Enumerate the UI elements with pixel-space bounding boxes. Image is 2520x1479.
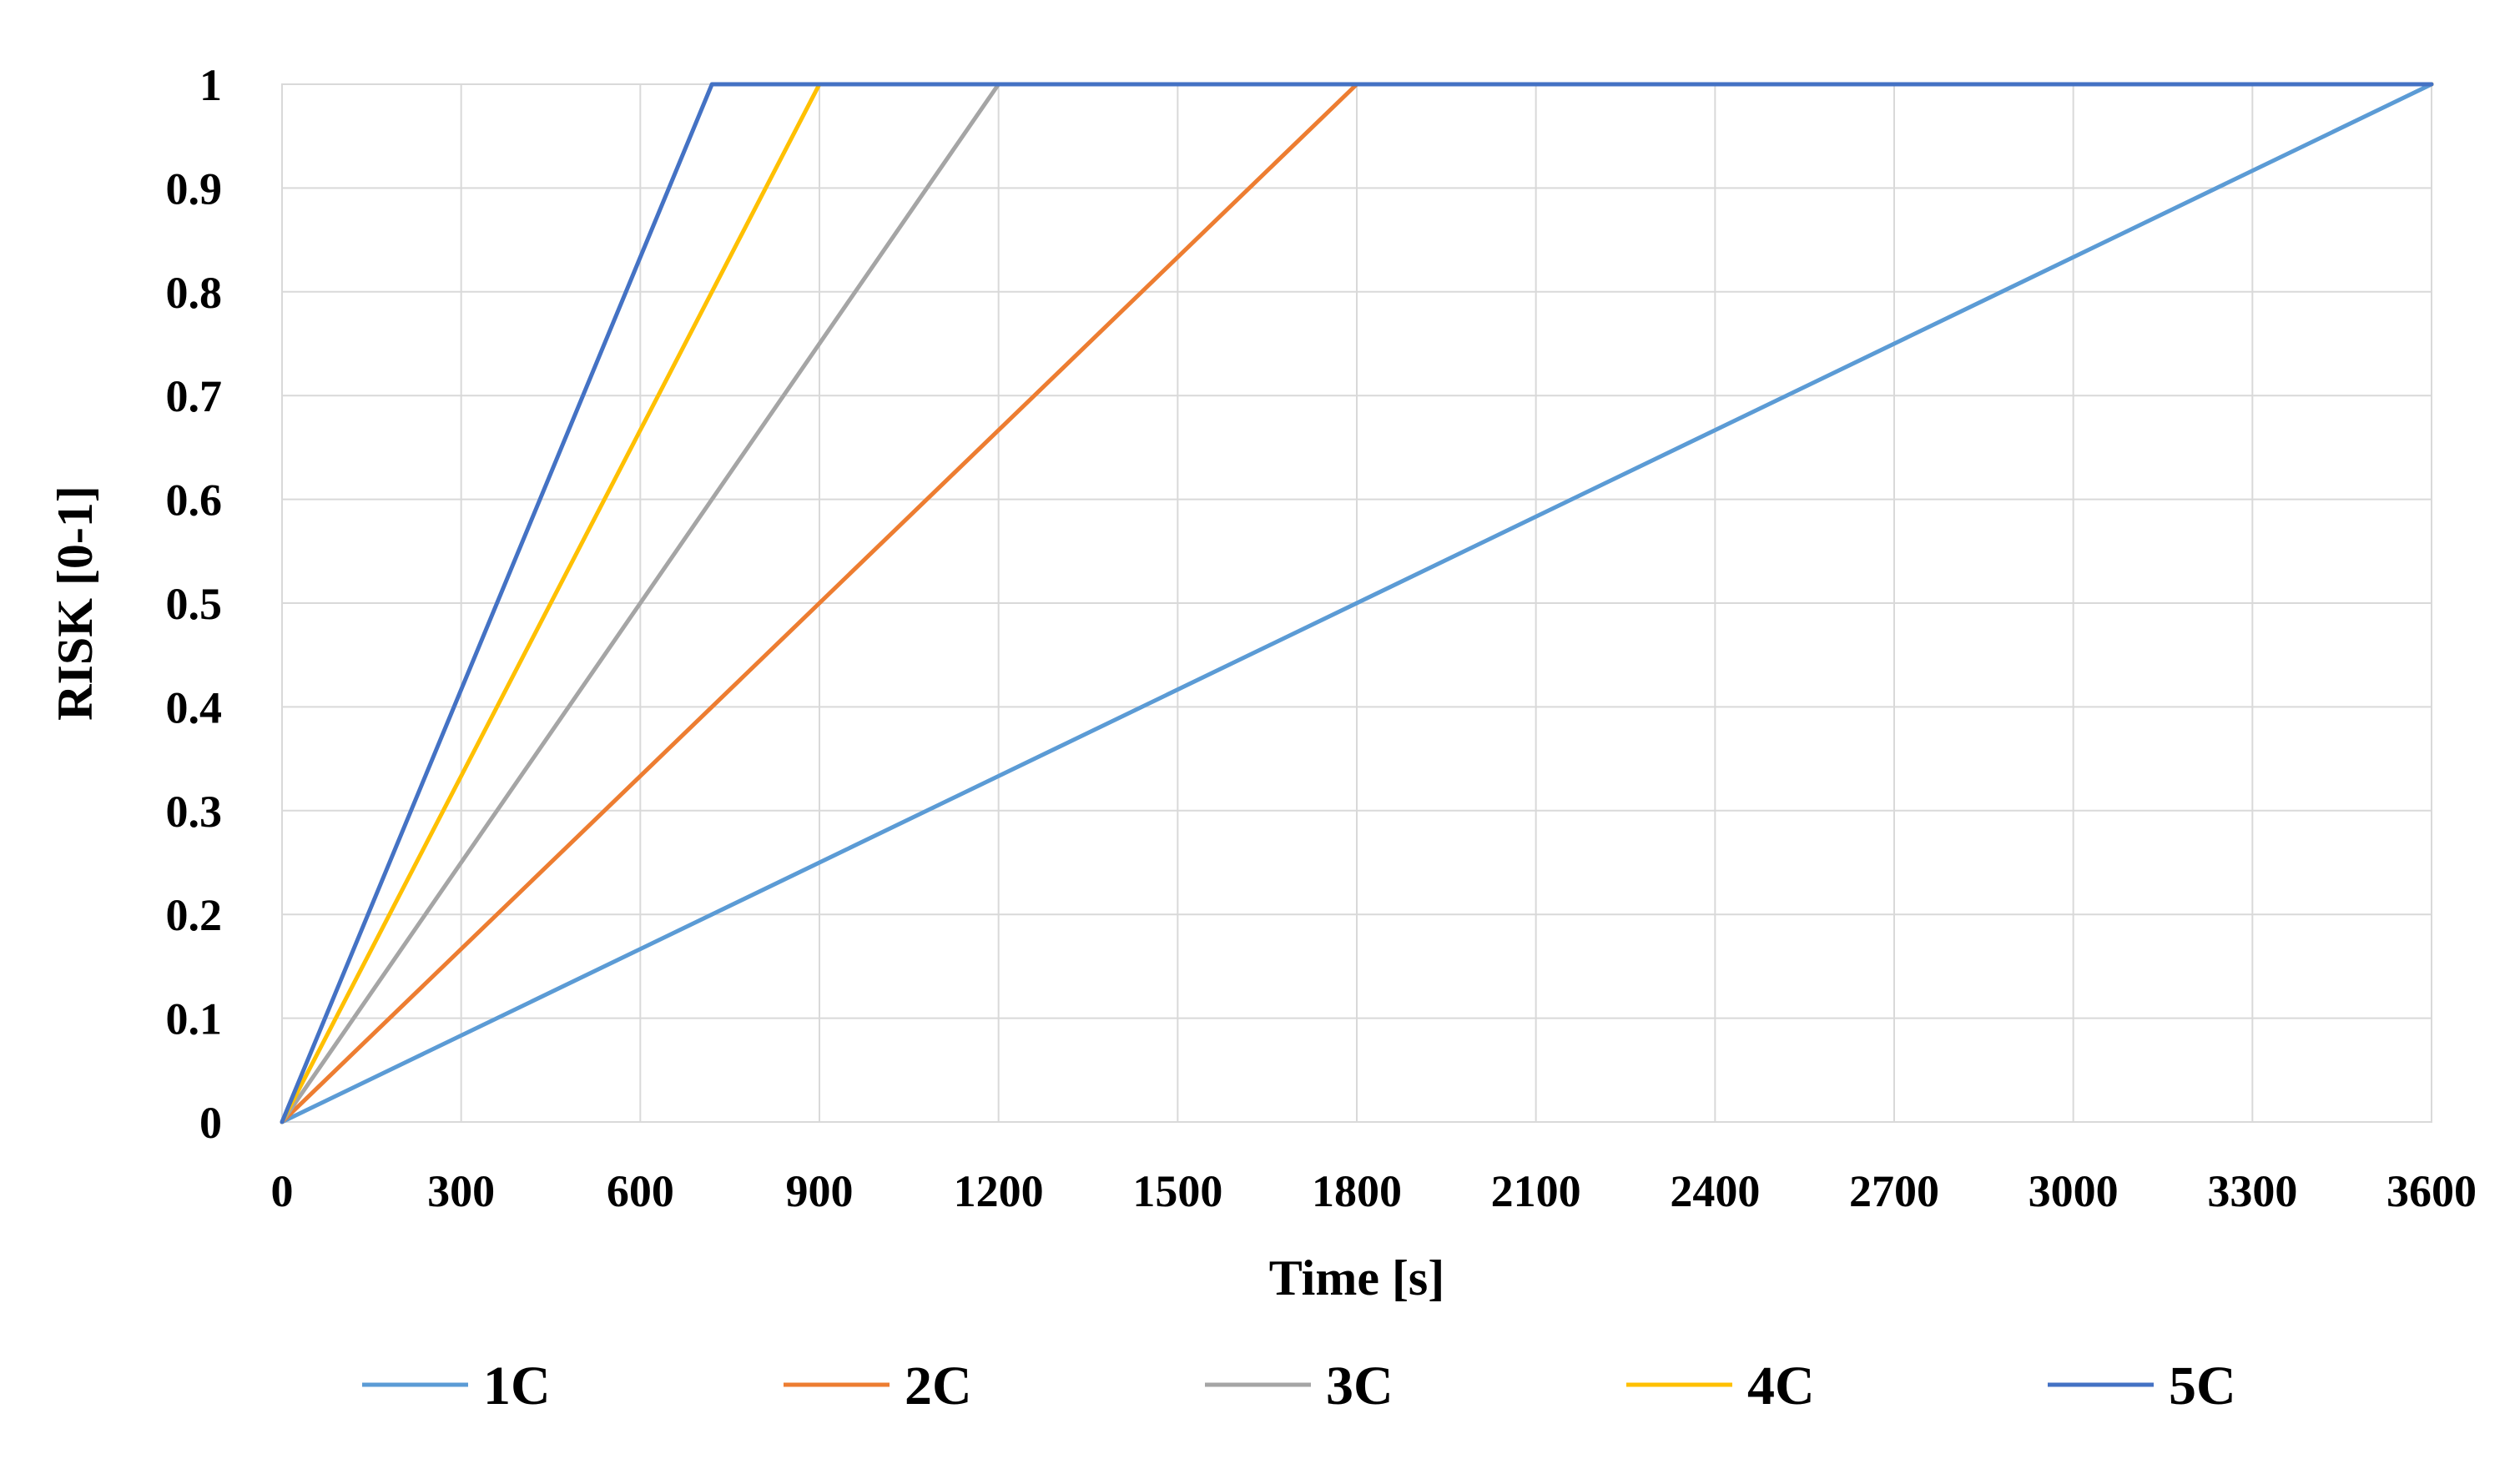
legend-item-2c: 2C xyxy=(784,1356,972,1416)
series-line-5c xyxy=(280,82,2434,1124)
y-tick-label: 0.2 xyxy=(166,890,223,940)
legend-label: 3C xyxy=(1326,1356,1394,1416)
x-axis-tick-labels: 0 300 600 900 1200 1500 1800 2100 2400 2700 3000 33… xyxy=(271,1166,2477,1216)
x-tick-label: 2100 xyxy=(1491,1166,1581,1216)
y-tick-label: 0.8 xyxy=(166,268,223,318)
y-tick-label: 0.7 xyxy=(166,371,223,421)
legend-item-5c: 5C xyxy=(2048,1356,2236,1416)
x-tick-label: 3600 xyxy=(2386,1166,2477,1216)
legend: 1C 2C 3C 4C 5C xyxy=(362,1356,2236,1416)
y-tick-label: 0.1 xyxy=(166,994,223,1044)
x-tick-label: 3000 xyxy=(2029,1166,2119,1216)
x-tick-label: 300 xyxy=(427,1166,495,1216)
x-tick-label: 600 xyxy=(607,1166,674,1216)
legend-label: 2C xyxy=(905,1356,972,1416)
series-line-1c xyxy=(280,82,2434,1124)
x-tick-label: 1200 xyxy=(954,1166,1044,1216)
x-tick-label: 2700 xyxy=(1849,1166,1939,1216)
x-tick-label: 1500 xyxy=(1132,1166,1222,1216)
legend-item-4c: 4C xyxy=(1626,1356,1815,1416)
y-tick-label: 0.4 xyxy=(166,682,223,732)
y-tick-label: 0 xyxy=(199,1098,222,1148)
y-tick-label: 0.9 xyxy=(166,163,223,214)
x-tick-label: 3300 xyxy=(2207,1166,2297,1216)
x-tick-label: 1800 xyxy=(1312,1166,1402,1216)
y-tick-label: 0.3 xyxy=(166,787,223,837)
legend-label: 1C xyxy=(483,1356,551,1416)
x-tick-label: 0 xyxy=(271,1166,294,1216)
x-tick-label: 900 xyxy=(786,1166,854,1216)
x-tick-label: 2400 xyxy=(1670,1166,1760,1216)
x-axis-title: Time [s] xyxy=(1269,1250,1445,1305)
legend-item-1c: 1C xyxy=(362,1356,551,1416)
legend-label: 5C xyxy=(2169,1356,2236,1416)
y-tick-label: 0.6 xyxy=(166,475,223,526)
y-axis-tick-labels: 0 0.1 0.2 0.3 0.4 0.5 0.6 0.7 0.8 0.9 1 xyxy=(166,60,223,1148)
legend-item-3c: 3C xyxy=(1205,1356,1394,1416)
series-lines xyxy=(280,82,2434,1124)
legend-label: 4C xyxy=(1747,1356,1815,1416)
y-tick-label: 1 xyxy=(199,60,222,110)
y-tick-label: 0.5 xyxy=(166,579,223,629)
y-axis-title: RISK [0-1] xyxy=(48,485,103,721)
